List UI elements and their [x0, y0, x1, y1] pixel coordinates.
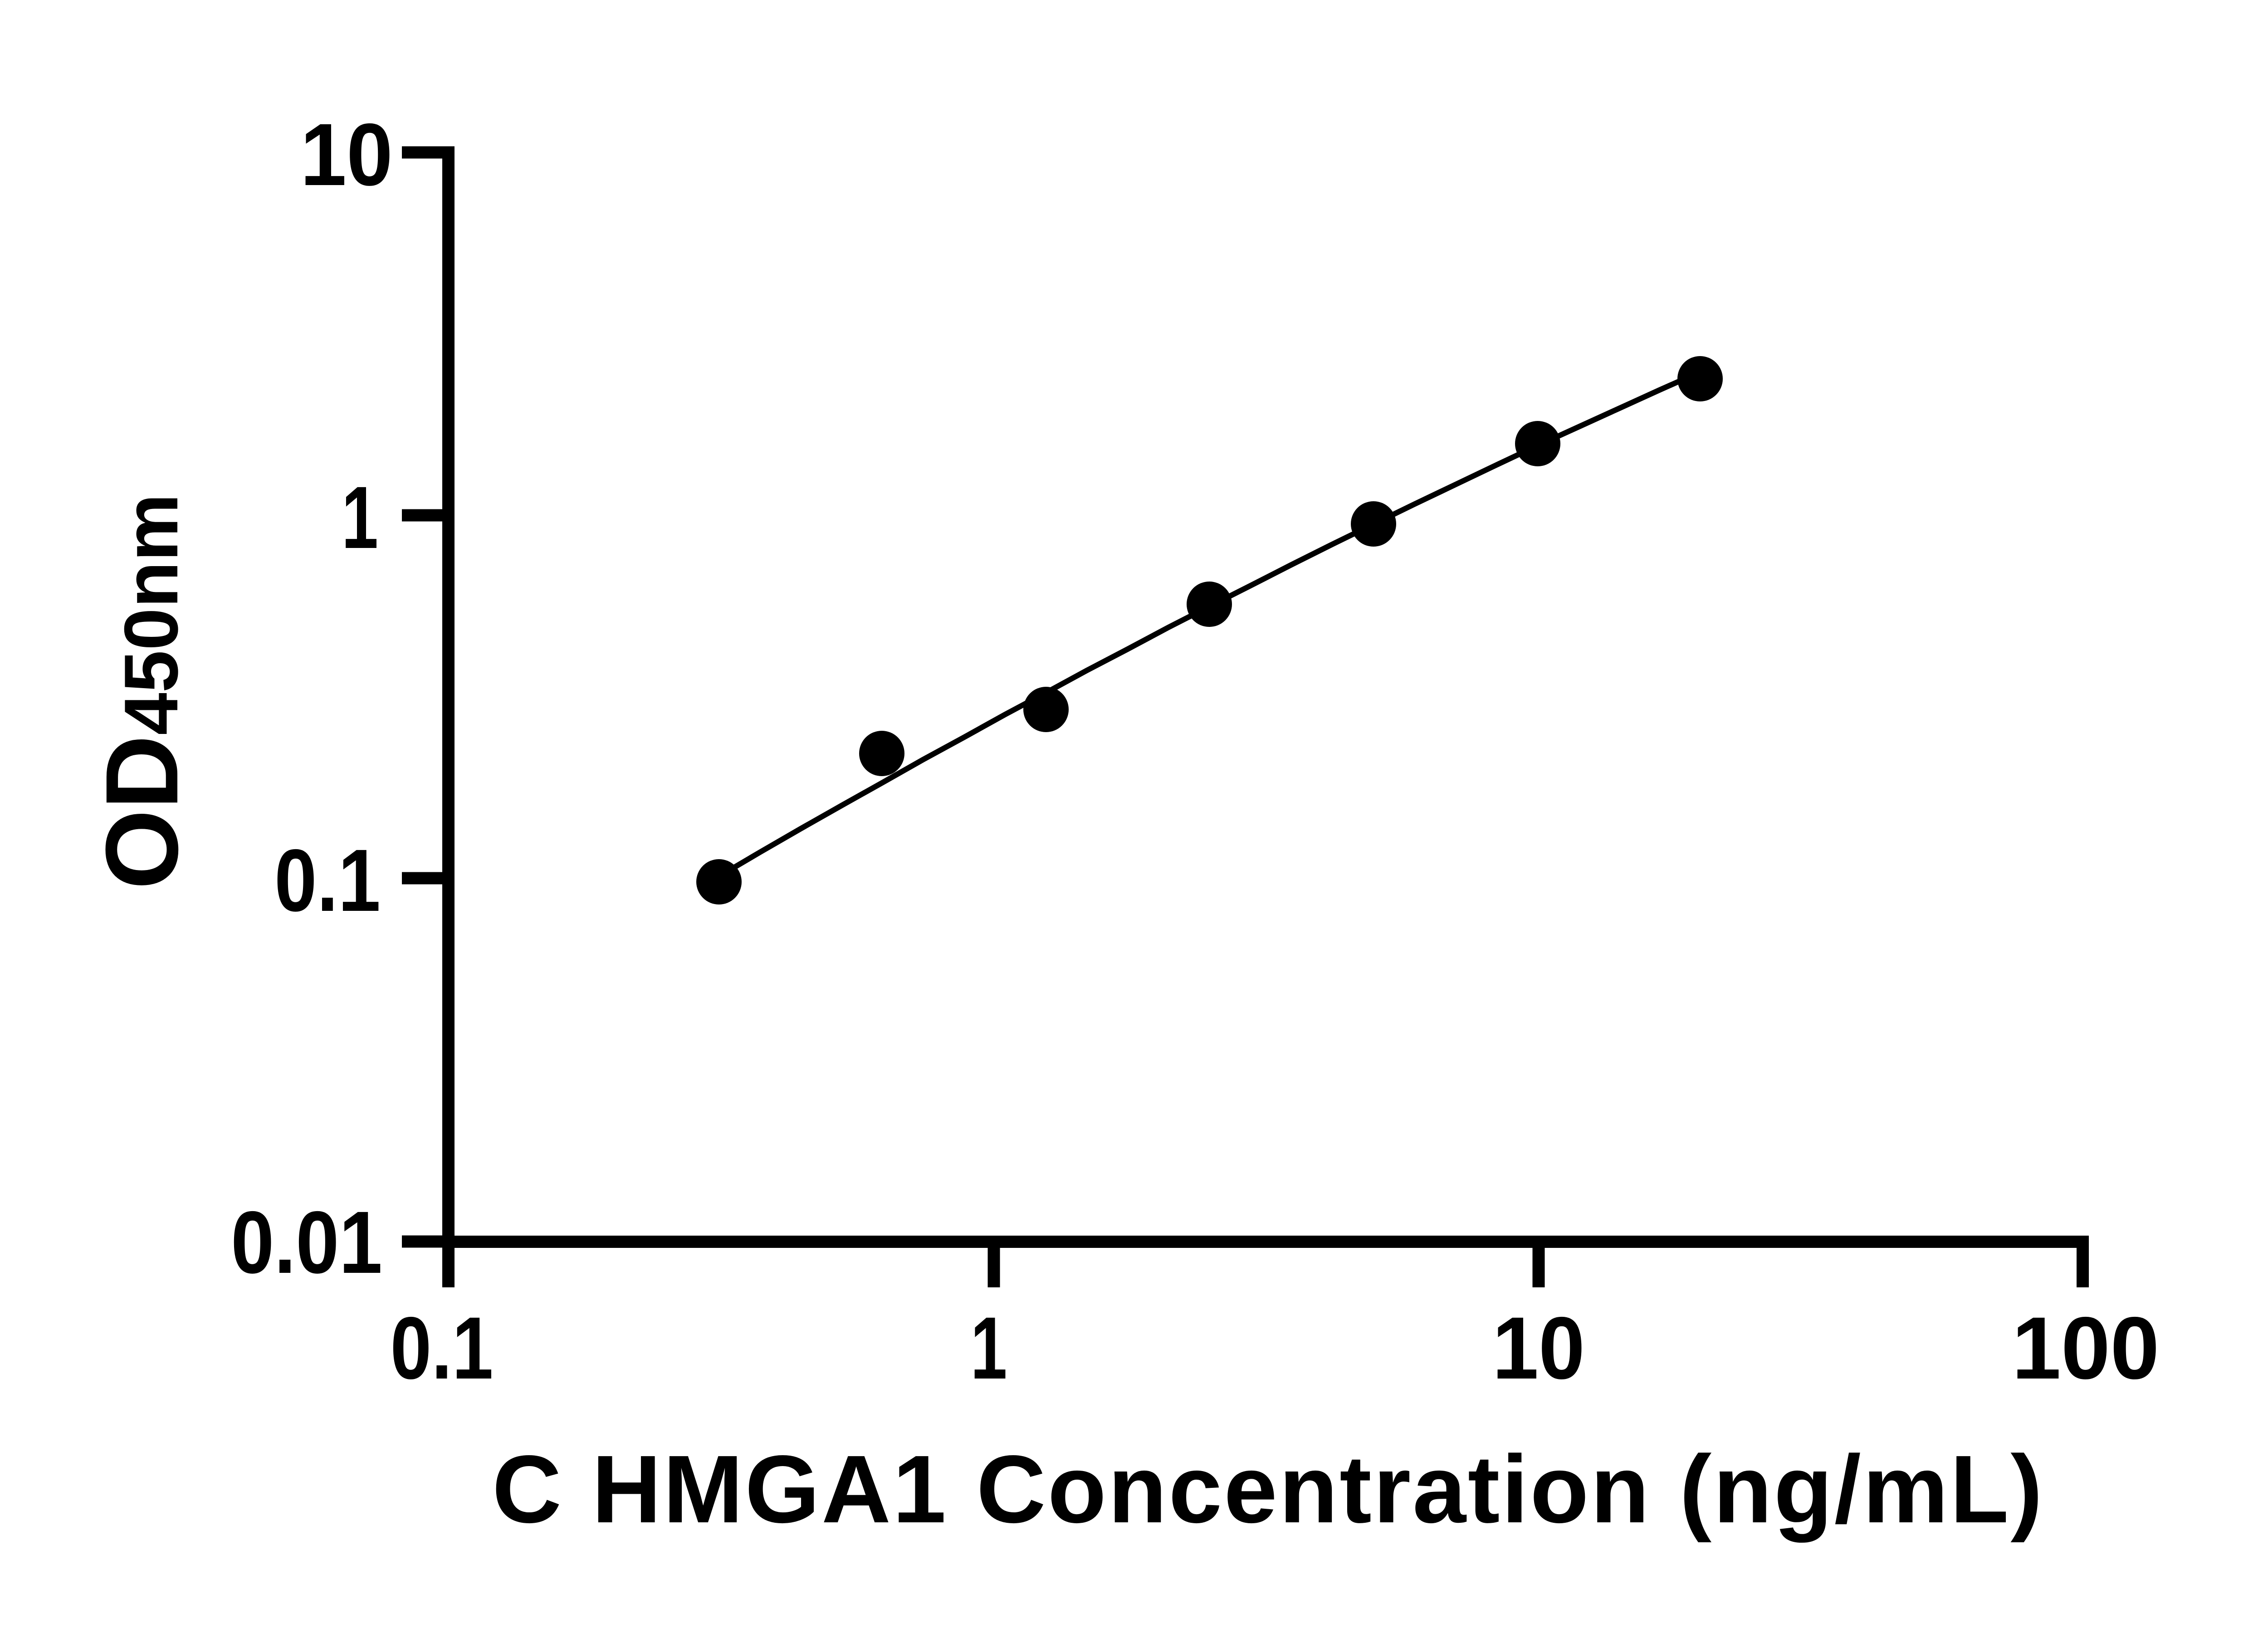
- svg-text:0.1: 0.1: [391, 1299, 494, 1398]
- svg-text:100: 100: [2012, 1299, 2159, 1398]
- svg-text:1: 1: [971, 1299, 1007, 1398]
- svg-text:10: 10: [300, 105, 393, 204]
- svg-text:C HMGA1 Concentration (ng/mL): C HMGA1 Concentration (ng/mL): [492, 1435, 2043, 1543]
- svg-text:10: 10: [1492, 1299, 1585, 1398]
- svg-text:0.1: 0.1: [274, 831, 381, 930]
- svg-text:1: 1: [342, 468, 378, 567]
- svg-text:0.01: 0.01: [231, 1193, 382, 1292]
